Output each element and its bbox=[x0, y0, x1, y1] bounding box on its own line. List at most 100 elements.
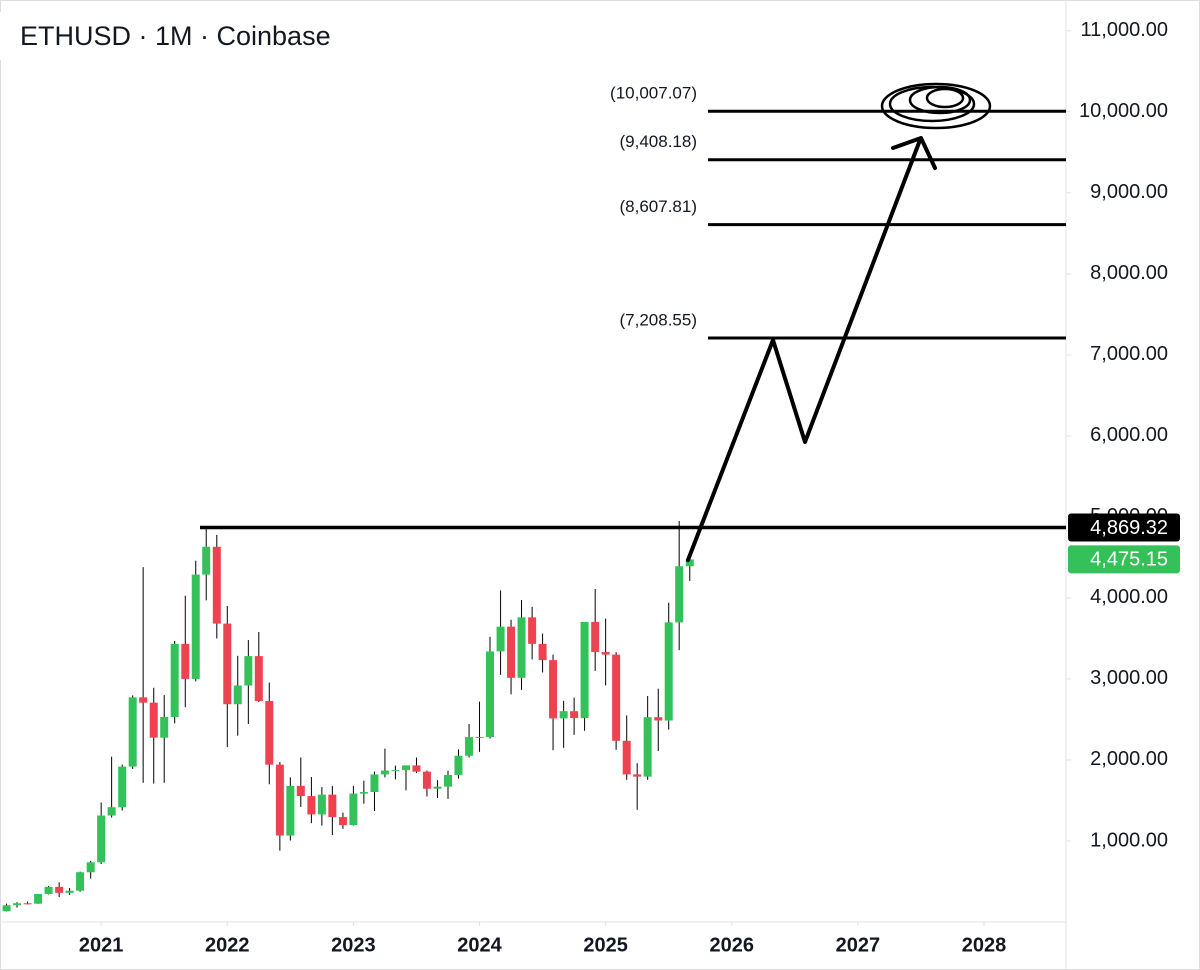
candle-body bbox=[559, 711, 568, 719]
candle-body bbox=[97, 815, 106, 863]
candle-body bbox=[328, 794, 337, 818]
candle-body bbox=[296, 785, 305, 797]
candle-body bbox=[454, 755, 463, 775]
candle-body bbox=[191, 574, 200, 679]
candle-body bbox=[44, 886, 53, 894]
candle-body bbox=[76, 872, 85, 891]
candle-body bbox=[601, 652, 610, 655]
candle-body bbox=[107, 807, 116, 816]
candle-body bbox=[654, 717, 663, 721]
arrow-head bbox=[891, 136, 937, 170]
price-tag bbox=[1068, 545, 1180, 574]
candle-body bbox=[612, 654, 621, 741]
candle-body bbox=[149, 702, 158, 738]
candle-body bbox=[380, 770, 389, 775]
fib-level-label: (10,007.07) bbox=[610, 84, 697, 103]
candle-body bbox=[675, 566, 684, 623]
drawing bbox=[686, 136, 937, 562]
y-tick-label: 2,000.00 bbox=[1090, 748, 1168, 770]
candle-body bbox=[465, 737, 474, 756]
price-tag-label: 4,475.15 bbox=[1090, 549, 1168, 571]
candle-body bbox=[580, 621, 589, 719]
candle-body bbox=[391, 770, 400, 772]
candle-body bbox=[496, 626, 505, 652]
fib-level-label: (8,607.81) bbox=[620, 197, 698, 216]
candle-body bbox=[65, 890, 74, 893]
candle-body bbox=[223, 623, 232, 705]
title-bg bbox=[0, 12, 370, 60]
scribble-ring bbox=[880, 82, 992, 130]
candle-body bbox=[517, 617, 526, 678]
candle-body bbox=[128, 697, 137, 767]
candle-body bbox=[55, 886, 64, 893]
price-tag-label: 4,869.32 bbox=[1090, 517, 1168, 539]
candle-body bbox=[443, 774, 452, 787]
y-tick-label: 3,000.00 bbox=[1090, 667, 1168, 689]
candle-body bbox=[202, 546, 211, 575]
y-tick-label: 10,000.00 bbox=[1079, 100, 1168, 122]
candle-body bbox=[664, 622, 673, 721]
plot: 1,000.002,000.003,000.004,000.005,000.00… bbox=[2, 19, 1180, 956]
candle-body bbox=[160, 716, 169, 738]
candle-body bbox=[643, 717, 652, 777]
candle-body bbox=[286, 785, 295, 836]
x-tick-label: 2021 bbox=[79, 934, 124, 956]
candle-body bbox=[349, 793, 358, 826]
candle-body bbox=[2, 905, 11, 912]
candle-body bbox=[265, 700, 274, 765]
fib-level-label: (7,208.55) bbox=[620, 310, 698, 329]
candle-body bbox=[170, 643, 179, 717]
candle-body bbox=[13, 903, 22, 906]
candle-body bbox=[370, 774, 379, 792]
candle-body bbox=[233, 685, 242, 705]
y-tick-label: 7,000.00 bbox=[1090, 343, 1168, 365]
candle-body bbox=[181, 643, 190, 679]
candle-body bbox=[570, 711, 579, 719]
y-tick-label: 8,000.00 bbox=[1090, 262, 1168, 284]
x-tick-label: 2028 bbox=[962, 934, 1007, 956]
candle-body bbox=[338, 817, 347, 826]
y-tick-label: 4,000.00 bbox=[1090, 586, 1168, 608]
y-tick-label: 9,000.00 bbox=[1090, 181, 1168, 203]
price-tag bbox=[1068, 513, 1180, 542]
x-tick-label: 2024 bbox=[457, 934, 502, 956]
candle-body bbox=[118, 766, 127, 808]
projection-arrow bbox=[686, 138, 922, 562]
candle-body bbox=[317, 794, 326, 815]
candle-body bbox=[244, 656, 253, 686]
candle-body bbox=[34, 893, 43, 904]
candle-body bbox=[359, 791, 368, 794]
candle-body bbox=[86, 862, 95, 873]
candle-body bbox=[485, 651, 494, 738]
fib-level-label: (9,408.18) bbox=[620, 132, 698, 151]
chart-title: ETHUSD · 1M · Coinbase bbox=[20, 21, 331, 51]
candle-body bbox=[307, 796, 316, 815]
x-tick-label: 2022 bbox=[205, 934, 250, 956]
candle-body bbox=[401, 765, 410, 771]
candle-body bbox=[422, 771, 431, 789]
y-tick-label: 6,000.00 bbox=[1090, 424, 1168, 446]
candle-body bbox=[412, 765, 421, 772]
candle-body bbox=[433, 786, 442, 789]
y-tick-label: 11,000.00 bbox=[1081, 19, 1169, 41]
candle-body bbox=[591, 621, 600, 653]
candle-body bbox=[538, 643, 547, 661]
x-tick-label: 2026 bbox=[710, 934, 755, 956]
candle-body bbox=[254, 656, 263, 701]
candle-body bbox=[633, 774, 642, 777]
candle-body bbox=[528, 617, 537, 644]
candle-body bbox=[139, 697, 148, 703]
scribble-ring bbox=[925, 87, 965, 109]
x-tick-label: 2025 bbox=[583, 934, 628, 956]
candle-body bbox=[23, 903, 32, 905]
x-tick-label: 2023 bbox=[331, 934, 376, 956]
candle-body bbox=[212, 546, 221, 624]
candle-body bbox=[275, 764, 284, 836]
x-tick-label: 2027 bbox=[836, 934, 881, 956]
candle-body bbox=[622, 740, 631, 775]
y-tick-label: 1,000.00 bbox=[1090, 829, 1168, 851]
scribble-ring bbox=[908, 85, 972, 115]
